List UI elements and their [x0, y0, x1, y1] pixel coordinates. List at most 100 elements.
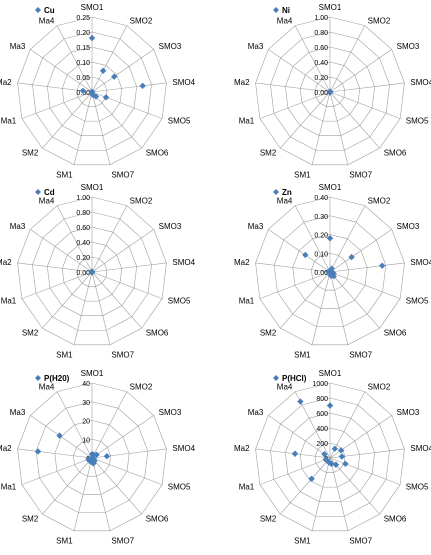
tick-label: 800: [316, 396, 328, 403]
axis-spoke: [91, 25, 128, 93]
axis-spoke: [329, 457, 401, 485]
axis-spoke: [91, 229, 154, 273]
data-point: [332, 461, 340, 468]
data-point: [331, 445, 339, 452]
gridline: [17, 382, 167, 532]
category-label: Ma4: [39, 16, 55, 25]
tick-label: 0.80: [314, 30, 328, 37]
category-label: Ma2: [0, 78, 12, 87]
axis-spoke: [329, 49, 392, 93]
axis-spoke: [91, 457, 142, 515]
gridline: [32, 31, 152, 151]
category-label: SMO3: [159, 222, 182, 231]
tick-label: 0.80: [76, 210, 90, 217]
category-label: SMO4: [172, 258, 195, 267]
data-point: [322, 456, 329, 463]
category-label: Ma4: [277, 196, 293, 205]
data-point: [348, 253, 355, 261]
axis-spoke: [329, 91, 401, 119]
category-label: SMO1: [81, 369, 104, 378]
category-label: SMO5: [168, 117, 191, 126]
data-point: [93, 451, 100, 458]
tick-label: 0.00: [314, 90, 328, 97]
data-point: [92, 93, 100, 100]
category-label: SMO2: [130, 16, 153, 25]
axis-spoke: [329, 271, 380, 329]
category-label: SMO5: [168, 483, 191, 492]
axis-spoke: [329, 82, 405, 93]
tick-label: 0.10: [314, 251, 328, 258]
axis-spoke: [268, 415, 331, 459]
category-label: SMO4: [172, 444, 195, 453]
category-label: SMO6: [146, 515, 169, 524]
gridline: [47, 46, 137, 136]
gridline: [61, 241, 123, 302]
axis-spoke: [91, 262, 167, 273]
category-label: Ma2: [234, 78, 250, 87]
legend-marker: [35, 189, 41, 195]
tick-label: 0.40: [314, 60, 328, 67]
category-label: SMO3: [397, 408, 420, 417]
tick-label: 0.00: [314, 270, 328, 277]
category-label: SMO6: [384, 149, 407, 158]
tick-label: 0.05: [76, 75, 90, 82]
category-label: SMO2: [130, 382, 153, 391]
axis-spoke: [329, 91, 380, 149]
gridline: [17, 16, 167, 166]
axis-spoke: [73, 91, 93, 165]
axis-spoke: [259, 91, 331, 119]
category-label: Ma3: [10, 222, 26, 231]
category-label: Ma3: [248, 42, 264, 51]
tick-label: 1.00: [76, 195, 90, 202]
category-label: SM2: [260, 149, 277, 158]
gridline: [76, 256, 108, 287]
legend-label: P(H20): [44, 374, 70, 383]
tick-label: 400: [316, 426, 328, 433]
category-label: Ma1: [1, 483, 17, 492]
axis-spoke: [91, 91, 111, 165]
data-point: [342, 460, 349, 468]
category-label: Ma2: [234, 444, 250, 453]
category-label: SM2: [22, 149, 39, 158]
category-label: SMO6: [384, 515, 407, 524]
tick-label: 1000: [312, 381, 328, 388]
legend: P(HCl): [273, 374, 307, 383]
tick-label: 0.15: [76, 45, 90, 52]
axis-spoke: [21, 91, 93, 119]
tick-label: 20: [82, 419, 90, 426]
category-label: SMO7: [111, 351, 134, 360]
axis-spoke: [255, 82, 331, 93]
category-label: SMO7: [349, 351, 372, 360]
category-label: SMO5: [406, 483, 429, 492]
axis-spoke: [268, 49, 331, 93]
data-point: [102, 94, 110, 101]
gridline: [54, 420, 130, 495]
axis-spoke: [329, 457, 349, 531]
data-point: [337, 447, 345, 454]
axis-spoke: [280, 91, 331, 149]
category-label: Ma1: [1, 117, 17, 126]
axis-spoke: [91, 91, 163, 119]
category-label: SMO3: [159, 42, 182, 51]
data-point: [79, 87, 87, 95]
axis-spoke: [255, 262, 331, 273]
category-label: Ma2: [0, 444, 12, 453]
gridline: [47, 226, 137, 316]
radar-chart-p-hcl-: 02004006008001000SMO1SMO2SMO3SMO4SMO5SMO…: [234, 369, 431, 546]
category-label: SMO1: [81, 3, 104, 12]
category-label: SMO4: [410, 258, 431, 267]
tick-label: 0.40: [314, 195, 328, 202]
axis-spoke: [73, 271, 93, 345]
axis-spoke: [259, 457, 331, 485]
axis-spoke: [17, 448, 93, 459]
axis-spoke: [91, 91, 142, 149]
category-label: Ma4: [39, 196, 55, 205]
legend-label: Cd: [44, 188, 55, 197]
tick-label: 0.60: [314, 45, 328, 52]
axis-spoke: [280, 457, 331, 515]
tick-label: 1.00: [314, 15, 328, 22]
category-label: SMO2: [368, 196, 391, 205]
axis-spoke: [91, 205, 128, 273]
category-label: SMO1: [319, 3, 342, 12]
axis-spoke: [329, 262, 405, 273]
